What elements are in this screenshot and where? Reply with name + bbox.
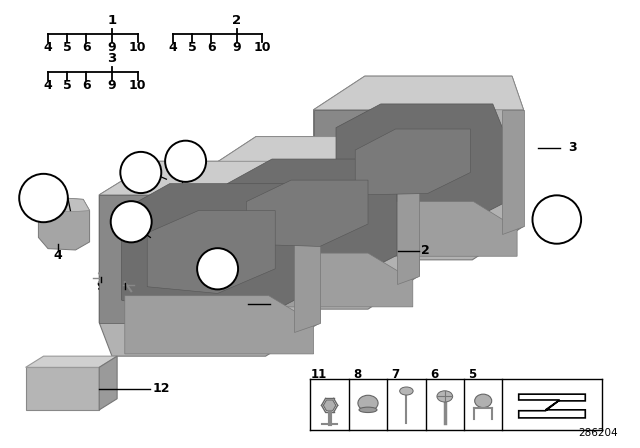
Text: 6: 6 — [136, 166, 145, 179]
Polygon shape — [26, 367, 99, 410]
Text: 6: 6 — [82, 40, 91, 54]
Text: 10: 10 — [129, 78, 147, 92]
Text: 8: 8 — [353, 367, 362, 381]
Text: 9: 9 — [108, 78, 116, 92]
Polygon shape — [38, 197, 90, 211]
Polygon shape — [246, 180, 368, 246]
Ellipse shape — [358, 395, 378, 411]
Text: 4: 4 — [168, 40, 177, 54]
Text: 3: 3 — [108, 52, 116, 65]
Polygon shape — [125, 296, 314, 354]
Polygon shape — [336, 104, 502, 228]
Text: 3: 3 — [568, 141, 577, 155]
Ellipse shape — [111, 201, 152, 242]
Polygon shape — [205, 170, 266, 276]
Ellipse shape — [165, 141, 206, 182]
Polygon shape — [26, 356, 117, 367]
Text: 10: 10 — [129, 40, 147, 54]
Polygon shape — [519, 394, 586, 418]
Ellipse shape — [399, 387, 413, 395]
Polygon shape — [314, 110, 368, 226]
Ellipse shape — [359, 407, 377, 413]
Text: 12: 12 — [152, 382, 170, 396]
Ellipse shape — [197, 248, 238, 289]
Text: 9: 9 — [97, 280, 106, 293]
Text: 5: 5 — [188, 40, 196, 54]
Text: 5: 5 — [63, 78, 72, 92]
Text: 7: 7 — [552, 213, 561, 226]
Polygon shape — [147, 211, 275, 293]
Text: 9: 9 — [232, 40, 241, 54]
Ellipse shape — [475, 394, 492, 408]
Polygon shape — [99, 161, 320, 195]
Text: 11: 11 — [311, 367, 327, 381]
Text: 5: 5 — [63, 40, 72, 54]
Polygon shape — [205, 137, 419, 170]
Ellipse shape — [19, 174, 68, 222]
Polygon shape — [314, 76, 524, 260]
Text: 8: 8 — [213, 262, 222, 276]
Polygon shape — [224, 253, 413, 307]
Polygon shape — [122, 184, 294, 327]
Text: 10: 10 — [116, 287, 134, 300]
Polygon shape — [227, 159, 397, 280]
Text: 6: 6 — [430, 367, 438, 381]
Polygon shape — [397, 170, 419, 284]
Polygon shape — [294, 195, 320, 332]
Text: 1: 1 — [108, 13, 116, 27]
Polygon shape — [99, 161, 320, 356]
Text: 4: 4 — [44, 40, 52, 54]
Text: 10: 10 — [253, 40, 271, 54]
Text: 7: 7 — [392, 367, 400, 381]
Polygon shape — [99, 356, 117, 410]
Polygon shape — [38, 197, 90, 250]
Polygon shape — [205, 137, 419, 309]
Text: 286204: 286204 — [578, 428, 618, 438]
Polygon shape — [99, 195, 166, 323]
Polygon shape — [323, 400, 336, 411]
Text: 5: 5 — [468, 367, 477, 381]
Text: 8: 8 — [127, 215, 136, 228]
Polygon shape — [333, 202, 517, 256]
Text: 9: 9 — [108, 40, 116, 54]
Text: 4: 4 — [53, 249, 62, 262]
Text: 6: 6 — [207, 40, 216, 54]
Text: 1: 1 — [271, 297, 280, 310]
Text: 2: 2 — [232, 13, 241, 27]
Ellipse shape — [532, 195, 581, 244]
Text: 5: 5 — [181, 155, 190, 168]
Ellipse shape — [437, 391, 452, 402]
Text: 11: 11 — [35, 191, 52, 205]
Ellipse shape — [120, 152, 161, 193]
Text: 2: 2 — [421, 244, 430, 258]
Polygon shape — [314, 76, 524, 110]
Polygon shape — [355, 129, 470, 195]
Polygon shape — [502, 110, 524, 234]
Text: 6: 6 — [82, 78, 91, 92]
Text: 4: 4 — [44, 78, 52, 92]
